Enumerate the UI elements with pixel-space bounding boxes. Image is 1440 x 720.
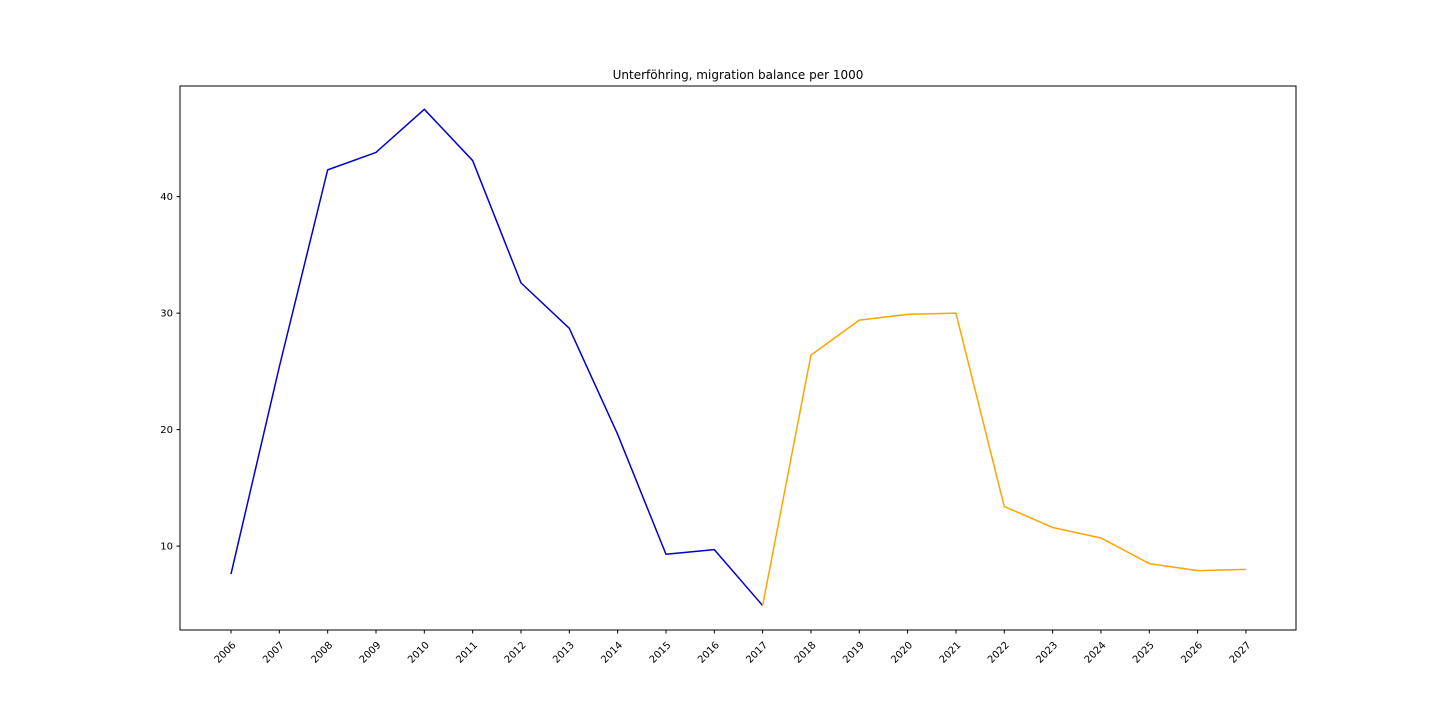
x-tick-label: 2018	[793, 640, 819, 666]
x-tick-label: 2015	[648, 640, 674, 666]
series-layer	[230, 108, 1246, 607]
x-tick-label: 2008	[309, 640, 335, 666]
x-tick-label: 2021	[938, 640, 964, 666]
x-tick-label: 2006	[213, 640, 239, 666]
series-line-1	[761, 312, 1246, 606]
axes-layer: 10 20 30 40 2006 2007 2008 2009 2010 2011 2012 2013…	[160, 85, 1297, 666]
x-tick-label: 2022	[986, 640, 1012, 666]
y-tick-label: 30	[160, 309, 173, 320]
x-tick-label: 2025	[1131, 640, 1157, 666]
x-tick-label: 2014	[599, 640, 625, 666]
x-tick-label: 2009	[358, 640, 384, 666]
x-tick-label: 2026	[1179, 640, 1205, 666]
y-tick-label: 10	[160, 542, 173, 553]
x-tick-label: 2007	[261, 640, 287, 666]
x-tick-label: 2027	[1228, 640, 1254, 666]
chart-title: Unterföhring, migration balance per 1000	[613, 68, 864, 82]
x-tick-label: 2012	[503, 640, 529, 666]
plot-frame	[179, 85, 1297, 631]
x-tick-label: 2023	[1034, 640, 1060, 666]
x-tick-label: 2013	[551, 640, 577, 666]
x-tick-label: 2020	[889, 640, 915, 666]
x-tick-label: 2019	[841, 640, 867, 666]
y-tick-label: 40	[160, 192, 173, 203]
y-tick-label: 20	[160, 425, 173, 436]
x-tick-label: 2017	[744, 640, 770, 666]
x-tick-label: 2010	[406, 640, 432, 666]
x-tick-label: 2016	[696, 640, 722, 666]
x-tick-label: 2024	[1083, 640, 1109, 666]
series-line-0	[230, 108, 764, 607]
x-tick-label: 2011	[454, 640, 480, 666]
